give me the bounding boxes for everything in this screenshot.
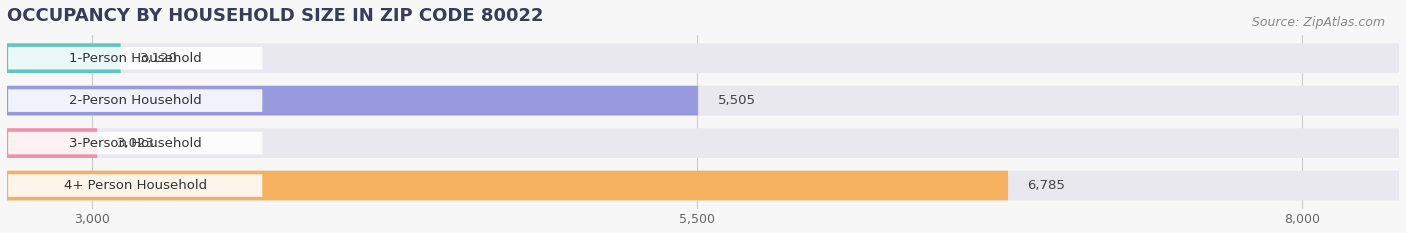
Text: OCCUPANCY BY HOUSEHOLD SIZE IN ZIP CODE 80022: OCCUPANCY BY HOUSEHOLD SIZE IN ZIP CODE … xyxy=(7,7,544,25)
Text: Source: ZipAtlas.com: Source: ZipAtlas.com xyxy=(1251,16,1385,29)
Text: 6,785: 6,785 xyxy=(1028,179,1066,192)
FancyBboxPatch shape xyxy=(8,89,263,112)
FancyBboxPatch shape xyxy=(7,128,1399,158)
Text: 2-Person Household: 2-Person Household xyxy=(69,94,201,107)
Text: 5,505: 5,505 xyxy=(717,94,755,107)
Text: 3,023: 3,023 xyxy=(117,137,155,150)
Text: 3,120: 3,120 xyxy=(141,52,179,65)
FancyBboxPatch shape xyxy=(8,174,263,197)
FancyBboxPatch shape xyxy=(7,171,1008,200)
Text: 3-Person Household: 3-Person Household xyxy=(69,137,201,150)
FancyBboxPatch shape xyxy=(7,128,97,158)
FancyBboxPatch shape xyxy=(8,47,263,69)
FancyBboxPatch shape xyxy=(8,132,263,154)
FancyBboxPatch shape xyxy=(7,171,1399,200)
FancyBboxPatch shape xyxy=(7,43,1399,73)
FancyBboxPatch shape xyxy=(7,86,1399,116)
FancyBboxPatch shape xyxy=(7,86,699,116)
Text: 4+ Person Household: 4+ Person Household xyxy=(63,179,207,192)
Text: 1-Person Household: 1-Person Household xyxy=(69,52,201,65)
FancyBboxPatch shape xyxy=(7,43,121,73)
